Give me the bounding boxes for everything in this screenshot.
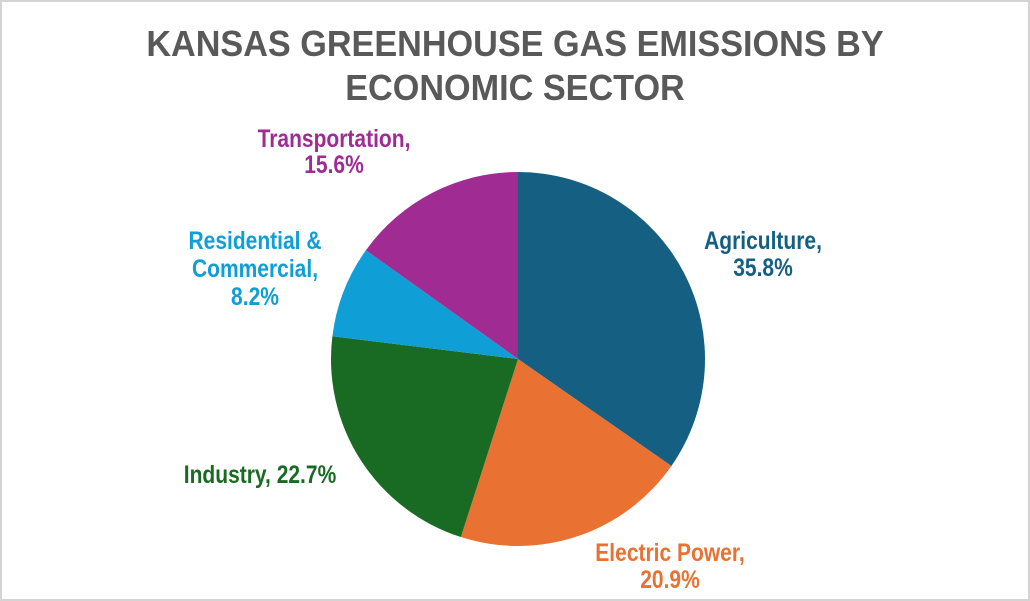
chart-title-line-2: ECONOMIC SECTOR [345,67,685,108]
data-label-line: 15.6% [304,151,364,179]
data-label-line: Transportation, [257,125,411,153]
pie-slice-electric-power[interactable] [460,359,672,547]
data-label-agriculture: Agriculture, 35.8% [704,228,822,282]
pie-slice-agriculture[interactable] [518,172,706,466]
chart-title: KANSAS GREENHOUSE GAS EMISSIONS BY ECONO… [28,22,1003,110]
data-label-line: 35.8% [733,254,793,282]
data-label-line: Residential & [188,227,322,255]
data-label-electric-power: Electric Power, 20.9% [595,540,744,594]
pie-slice-transportation[interactable] [365,172,518,359]
pie-chart[interactable] [330,171,706,547]
data-label-transportation: Transportation, 15.6% [258,126,411,178]
data-label-line: 8.2% [231,283,279,311]
chart-title-line-1: KANSAS GREENHOUSE GAS EMISSIONS BY [146,23,884,64]
pie-slice-industry[interactable] [330,336,518,538]
data-label-residential-commercial: Residential & Commercial, 8.2% [188,227,321,311]
data-label-line: 20.9% [640,566,700,594]
data-label-industry: Industry, 22.7% [184,462,336,489]
pie-slice-residential-commercial[interactable] [332,250,518,359]
data-label-line: Electric Power, [595,539,745,567]
data-label-line: Agriculture, [704,227,822,255]
data-label-line: Industry, 22.7% [183,461,337,489]
data-label-line: Commercial, [191,255,319,283]
